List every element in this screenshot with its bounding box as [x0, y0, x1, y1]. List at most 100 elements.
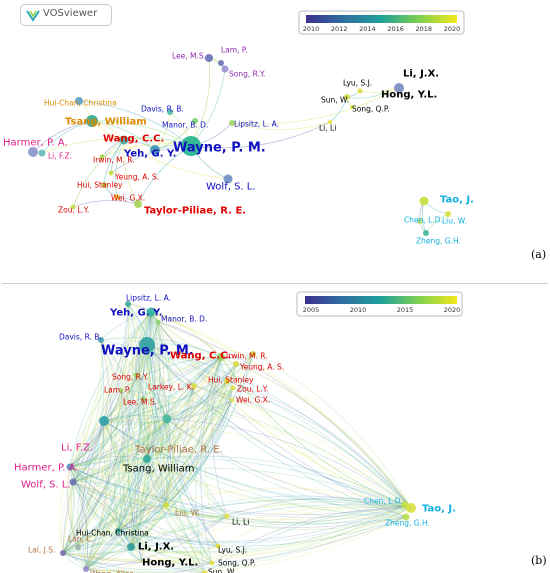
author-node-zou-l-y[interactable] — [70, 204, 76, 210]
author-node-wei-g-x[interactable] — [114, 194, 120, 200]
author-node-li-f-z[interactable] — [99, 416, 109, 426]
author-node-tsang-william[interactable] — [143, 455, 151, 463]
author-node-song-r-y[interactable] — [133, 372, 139, 378]
author-node-wolf-s-l[interactable] — [223, 174, 233, 184]
author-node-liu-w[interactable] — [445, 211, 451, 217]
coauthor-edge — [120, 389, 139, 548]
author-node-yeh-g-y[interactable] — [146, 307, 156, 317]
coauthor-edge — [142, 356, 222, 400]
author-node-song-r-y[interactable] — [221, 65, 229, 73]
author-node-yeung-a-s[interactable] — [108, 170, 114, 176]
coauthor-edge — [69, 466, 89, 570]
coauthor-edge — [85, 374, 137, 570]
author-node-harmer-p-a[interactable] — [28, 147, 38, 157]
author-node-lam-p[interactable] — [218, 60, 224, 66]
author-node-chen-l-d[interactable] — [417, 218, 423, 224]
author-node-wang-c-c[interactable] — [217, 353, 225, 361]
author-node-zheng-g-h[interactable] — [423, 230, 429, 236]
coauthor-edge — [130, 344, 156, 548]
coauthor-edge — [32, 120, 93, 153]
author-node-tao-j[interactable] — [419, 196, 429, 206]
author-node-irwin-m-r[interactable] — [99, 154, 105, 160]
coauthor-edge — [103, 420, 213, 564]
author-node-sun-w[interactable] — [344, 94, 350, 100]
author-node-yeh-g-y[interactable] — [150, 145, 160, 155]
author-label-li-f-z: Li, F.Z. — [61, 443, 93, 454]
author-node-larkey-l-k[interactable] — [191, 383, 197, 389]
author-node-taylor-piliae-r-e[interactable] — [162, 414, 172, 424]
coauthor-edge — [130, 418, 168, 548]
author-node-wang-alice[interactable] — [83, 566, 89, 572]
author-node-lam-p[interactable] — [119, 388, 123, 392]
coauthor-edge — [117, 399, 233, 532]
author-node-taylor-piliae-r-e[interactable] — [134, 200, 142, 208]
author-node-harmer-p-a[interactable] — [66, 463, 74, 471]
author-node-lan-c[interactable] — [75, 544, 81, 550]
author-node-hui-chan-christina[interactable] — [75, 97, 83, 105]
author-node-zou-l-y[interactable] — [230, 385, 236, 391]
coauthor-edge — [159, 418, 168, 506]
author-node-hui-stanley[interactable] — [224, 378, 230, 384]
author-node-wang-c-c[interactable] — [119, 135, 129, 145]
coauthor-edge — [72, 385, 195, 483]
author-node-tao-j[interactable] — [406, 503, 416, 513]
coauthor-edge — [146, 344, 412, 509]
author-node-li-li[interactable] — [328, 120, 332, 124]
author-label-song-q-p: Song, Q.P. — [218, 559, 256, 568]
author-node-li-j-x[interactable] — [127, 543, 135, 551]
author-node-wei-g-x[interactable] — [230, 398, 234, 402]
author-node-wayne-p-m[interactable] — [181, 136, 201, 156]
author-node-wolf-s-l[interactable] — [69, 478, 77, 486]
author-node-song-q-p[interactable] — [350, 105, 354, 109]
author-node-li-j-x[interactable] — [394, 83, 404, 93]
coauthor-edge — [220, 356, 407, 518]
author-node-irwin-m-r[interactable] — [250, 351, 256, 357]
author-node-lee-m-s[interactable] — [205, 54, 213, 62]
author-node-lee-m-s[interactable] — [140, 396, 146, 402]
coauthor-edge — [135, 374, 168, 420]
author-node-wayne-p-m[interactable] — [139, 337, 155, 353]
author-node-lyu-s-j[interactable] — [215, 543, 221, 549]
network-panel-b: Lipsitz, L. A. Yeh, G. Y. Manor, B. D. Davi… — [0, 284, 550, 573]
author-node-manor-b-d[interactable] — [155, 319, 161, 325]
author-node-sun-w[interactable] — [202, 570, 208, 573]
coauthor-edge — [130, 356, 222, 548]
author-node-manor-b-d[interactable] — [192, 118, 198, 124]
coauthor-edge — [117, 380, 228, 532]
author-node-zheng-g-h[interactable] — [402, 513, 410, 521]
coauthor-edge — [69, 466, 228, 517]
coauthor-edge — [130, 398, 150, 548]
author-node-li-li[interactable] — [224, 513, 230, 519]
coauthor-edge — [146, 458, 167, 506]
author-node-li-f-z[interactable] — [38, 149, 46, 157]
coauthor-edge — [166, 418, 406, 506]
coauthor-edge — [137, 311, 152, 460]
coauthor-edge — [77, 458, 148, 548]
author-node-hui-stanley[interactable] — [101, 182, 107, 188]
author-node-song-q-p[interactable] — [209, 560, 215, 566]
coauthor-edge — [165, 504, 407, 530]
author-node-liu-w[interactable] — [163, 502, 169, 508]
coauthor-edge — [141, 505, 412, 563]
author-node-davis-r-b[interactable] — [167, 109, 173, 115]
author-node-lipsitz-l-a[interactable] — [125, 301, 131, 307]
author-node-lyu-s-j[interactable] — [357, 88, 363, 94]
coauthor-edge — [103, 420, 407, 518]
author-node-lipsitz-l-a[interactable] — [229, 120, 235, 126]
coauthor-edge — [130, 311, 161, 548]
author-label-wang-c-c: Wang, C.C. — [170, 351, 231, 362]
author-node-davis-r-b[interactable] — [98, 337, 104, 343]
coauthor-edge — [103, 385, 195, 422]
author-node-lai-j-s[interactable] — [60, 550, 66, 556]
coauthor-edge — [77, 356, 222, 548]
coauthor-edge — [62, 311, 152, 554]
coauthor-edge — [220, 356, 412, 509]
author-node-hui-chan-christina[interactable] — [115, 528, 121, 534]
coauthor-edge — [62, 544, 132, 554]
coauthor-edge — [62, 504, 167, 554]
author-label-song-q-p: Song, Q.P. — [352, 105, 390, 114]
coauthor-edge — [85, 516, 407, 573]
author-node-yeung-a-s[interactable] — [233, 361, 239, 367]
coauthor-edge — [165, 504, 213, 564]
author-node-tsang-william[interactable] — [86, 115, 98, 127]
